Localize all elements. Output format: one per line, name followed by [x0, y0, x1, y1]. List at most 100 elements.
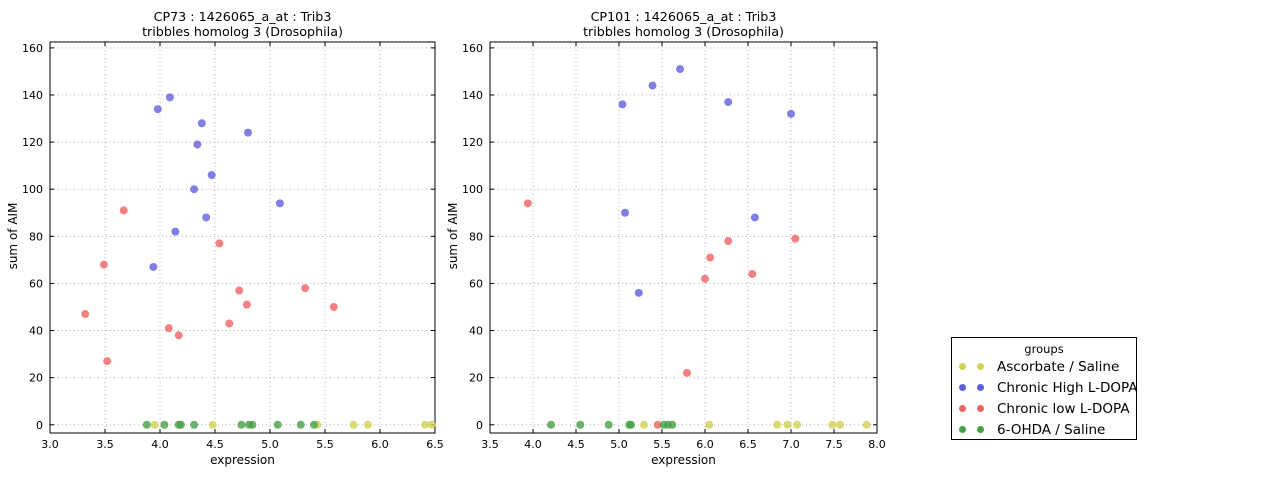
y-tick-label: 0 [476, 419, 483, 432]
x-tick-label: 3.5 [96, 438, 114, 451]
scatter-point [176, 420, 185, 429]
scatter-point [310, 420, 318, 429]
legend-marker-icon [977, 426, 984, 433]
plot1-title-line1: CP73 : 1426065_a_at : Trib3 [153, 9, 332, 24]
x-tick-label: 7.5 [825, 438, 843, 451]
plot2-title: CP101 : 1426065_a_at : Trib3 tribbles ho… [490, 9, 877, 39]
plot2-title-line1: CP101 : 1426065_a_at : Trib3 [590, 9, 777, 24]
scatter-point [202, 213, 211, 222]
scatter-point [421, 420, 430, 429]
scatter-point [190, 420, 199, 429]
scatter-point [208, 420, 217, 429]
scatter-point [668, 420, 677, 429]
scatter-point [773, 420, 782, 429]
legend-entry-label: Chronic High L-DOPA [997, 379, 1138, 396]
scatter-point [724, 98, 733, 107]
x-tick-label: 5.0 [610, 438, 628, 451]
scatter-point [701, 274, 709, 283]
scatter-point [604, 420, 613, 429]
plot1-title-line2: tribbles homolog 3 (Drosophila) [142, 24, 343, 39]
y-tick-label: 160 [22, 42, 43, 55]
scatter-point [207, 171, 216, 180]
legend-entry: Chronic low L-DOPA [952, 398, 1136, 419]
scatter-point [787, 109, 795, 118]
scatter-point [639, 420, 648, 429]
x-tick-label: 4.5 [567, 438, 585, 451]
scatter-point [706, 253, 715, 262]
scatter-point [621, 208, 630, 217]
scatter-point [724, 237, 733, 246]
x-tick-label: 3.0 [41, 438, 59, 451]
legend-entry: Ascorbate / Saline [952, 356, 1136, 377]
y-tick-label: 0 [36, 419, 43, 432]
x-tick-label: 6.5 [426, 438, 444, 451]
legend-entry: Chronic High L-DOPA [952, 377, 1138, 398]
scatter-point [81, 310, 90, 319]
y-tick-label: 40 [469, 325, 483, 338]
scatter-point [705, 420, 714, 429]
scatter-point [164, 324, 173, 333]
scatter-point [275, 199, 284, 208]
y-tick-label: 100 [462, 183, 483, 196]
scatter-point [171, 227, 180, 236]
scatter-point [627, 420, 636, 429]
scatter-point [248, 420, 257, 429]
scatter-point [174, 331, 183, 340]
x-tick-label: 5.5 [653, 438, 671, 451]
scatter-point [653, 420, 662, 429]
scatter-point [523, 199, 532, 208]
scatter-point [748, 270, 757, 279]
x-tick-label: 4.0 [151, 438, 169, 451]
x-tick-label: 5.0 [261, 438, 279, 451]
scatter-point [142, 420, 151, 429]
scatter-point [235, 286, 244, 295]
scatter-point [99, 260, 108, 269]
plot2-title-line2: tribbles homolog 3 (Drosophila) [583, 24, 784, 39]
scatter-point [676, 65, 685, 74]
scatter-point [791, 234, 800, 243]
scatter-point [329, 302, 338, 311]
scatter-point [576, 420, 585, 429]
y-tick-label: 20 [29, 372, 43, 385]
x-tick-label: 3.5 [481, 438, 499, 451]
scatter-point [836, 420, 845, 429]
scatter-point [244, 128, 252, 137]
legend-marker-icon [977, 363, 984, 370]
scatter-point [750, 213, 759, 222]
plot2-xaxis-label: expression [651, 453, 716, 467]
y-tick-label: 120 [22, 136, 43, 149]
scatter-point [119, 206, 128, 215]
scatter-point [193, 140, 202, 149]
scatter-point [301, 284, 310, 293]
y-tick-label: 20 [469, 372, 483, 385]
x-tick-label: 5.5 [316, 438, 334, 451]
scatter-point [215, 239, 224, 248]
x-tick-label: 4.5 [206, 438, 224, 451]
scatter-point [197, 119, 206, 128]
scatter-point [242, 300, 251, 309]
x-tick-label: 6.0 [371, 438, 389, 451]
legend-marker-icon [959, 384, 966, 391]
legend-entry: 6-OHDA / Saline [952, 419, 1136, 440]
scatter-point [862, 420, 871, 429]
y-tick-label: 100 [22, 183, 43, 196]
plot1-yaxis-label: sum of AIM [6, 202, 20, 270]
y-tick-label: 120 [462, 136, 483, 149]
plot1-title: CP73 : 1426065_a_at : Trib3 tribbles hom… [50, 9, 435, 39]
scatter-point [237, 420, 246, 429]
scatter-point [165, 93, 174, 102]
x-tick-label: 8.0 [868, 438, 886, 451]
scatter-point [153, 105, 162, 114]
scatter-point [190, 185, 199, 194]
y-tick-label: 140 [462, 89, 483, 102]
x-tick-label: 7.0 [782, 438, 800, 451]
y-tick-label: 40 [29, 325, 43, 338]
legend-rows: Ascorbate / Saline Chronic High L-DOPA Chr… [952, 356, 1138, 440]
x-tick-label: 6.5 [739, 438, 757, 451]
legend: groups Ascorbate / Saline Chronic High L-… [951, 337, 1138, 440]
legend-marker-icon [959, 363, 966, 370]
legend-title: groups [1024, 342, 1064, 356]
scatter-point [349, 420, 358, 429]
scatter-point [634, 288, 643, 297]
